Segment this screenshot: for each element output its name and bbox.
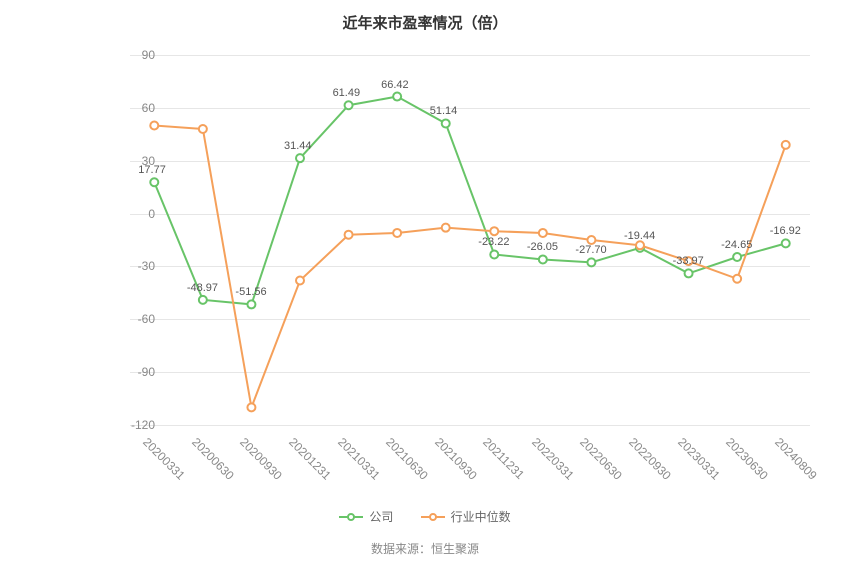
data-point[interactable]	[733, 253, 741, 261]
data-point[interactable]	[587, 258, 595, 266]
data-point[interactable]	[685, 269, 693, 277]
plot-area: 17.77-48.97-51.5631.4461.4966.4251.14-23…	[130, 55, 810, 425]
chart-title: 近年来市盈率情况（倍）	[0, 0, 850, 33]
data-label: -51.56	[235, 286, 266, 298]
data-label: -16.92	[770, 225, 801, 237]
data-point[interactable]	[345, 101, 353, 109]
x-tick-label: 20240809	[772, 435, 820, 483]
legend-marker-industry	[429, 513, 437, 521]
data-point[interactable]	[150, 178, 158, 186]
data-point[interactable]	[150, 121, 158, 129]
data-label: 31.44	[284, 140, 312, 152]
data-point[interactable]	[490, 250, 498, 258]
x-tick-label: 20220630	[578, 435, 626, 483]
x-tick-label: 20220930	[626, 435, 674, 483]
data-point[interactable]	[199, 125, 207, 133]
data-point[interactable]	[442, 224, 450, 232]
data-point[interactable]	[393, 93, 401, 101]
data-label: -33.97	[673, 255, 704, 267]
chart-container: 近年来市盈率情况（倍） 17.77-48.97-51.5631.4461.496…	[0, 0, 850, 575]
x-tick-label: 20201231	[286, 435, 334, 483]
data-point[interactable]	[782, 141, 790, 149]
data-label: -26.05	[527, 241, 558, 253]
chart-svg	[130, 55, 810, 425]
y-tick-label: -90	[138, 365, 155, 379]
x-tick-label: 20230630	[723, 435, 771, 483]
data-point[interactable]	[345, 231, 353, 239]
legend-label-company: 公司	[369, 508, 393, 525]
y-tick-label: -60	[138, 312, 155, 326]
data-label: -27.70	[575, 244, 606, 256]
data-point[interactable]	[296, 277, 304, 285]
x-tick-label: 20200331	[140, 435, 188, 483]
legend-label-industry: 行业中位数	[451, 508, 511, 525]
data-point[interactable]	[490, 227, 498, 235]
x-tick-label: 20200630	[189, 435, 237, 483]
x-tick-label: 20211231	[480, 435, 527, 482]
y-tick-label: 90	[142, 48, 155, 62]
x-tick-label: 20210331	[335, 435, 383, 483]
legend-line-company	[339, 516, 363, 518]
legend-item-industry: 行业中位数	[421, 508, 511, 525]
y-tick-label: 30	[142, 154, 155, 168]
data-label: -24.65	[721, 239, 752, 251]
data-point[interactable]	[587, 236, 595, 244]
data-label: 66.42	[381, 79, 409, 91]
data-label: 61.49	[333, 87, 361, 99]
x-tick-label: 20200930	[238, 435, 286, 483]
legend: 公司 行业中位数	[0, 507, 850, 526]
data-point[interactable]	[199, 296, 207, 304]
y-tick-label: -30	[138, 259, 155, 273]
legend-line-industry	[421, 516, 445, 518]
legend-item-company: 公司	[339, 508, 393, 525]
data-point[interactable]	[393, 229, 401, 237]
data-label: -19.44	[624, 230, 655, 242]
data-label: 51.14	[430, 105, 458, 117]
x-tick-label: 20210630	[383, 435, 431, 483]
data-point[interactable]	[247, 403, 255, 411]
data-point[interactable]	[782, 239, 790, 247]
x-tick-label: 20210930	[432, 435, 480, 483]
gridline	[130, 425, 810, 426]
y-tick-label: 0	[148, 207, 155, 221]
x-tick-label: 20230331	[675, 435, 723, 483]
data-point[interactable]	[636, 241, 644, 249]
legend-marker-company	[347, 513, 355, 521]
data-label: -23.22	[478, 236, 509, 248]
data-point[interactable]	[247, 300, 255, 308]
data-point[interactable]	[296, 154, 304, 162]
data-label: -48.97	[187, 282, 218, 294]
data-point[interactable]	[442, 119, 450, 127]
y-tick-label: 60	[142, 101, 155, 115]
source-text: 数据来源：恒生聚源	[0, 540, 850, 557]
data-point[interactable]	[539, 255, 547, 263]
data-point[interactable]	[539, 229, 547, 237]
x-tick-label: 20220331	[529, 435, 577, 483]
y-tick-label: -120	[131, 418, 155, 432]
data-point[interactable]	[733, 275, 741, 283]
